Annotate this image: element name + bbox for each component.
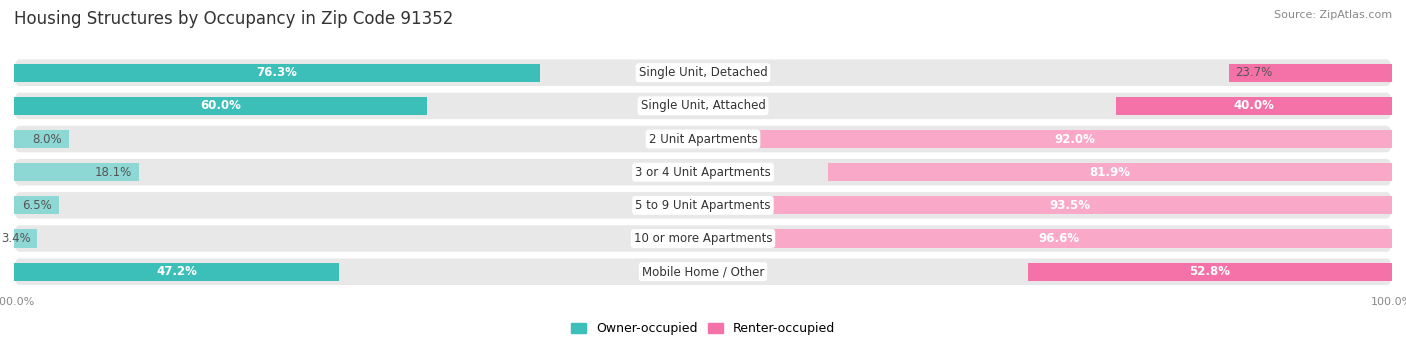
Bar [14,196,59,214]
Bar [14,97,427,115]
Legend: Owner-occupied, Renter-occupied: Owner-occupied, Renter-occupied [567,317,839,340]
Text: 40.0%: 40.0% [1233,99,1275,113]
Text: Single Unit, Attached: Single Unit, Attached [641,99,765,113]
Text: 47.2%: 47.2% [156,265,197,278]
Text: 8.0%: 8.0% [32,133,62,146]
FancyBboxPatch shape [14,59,1392,86]
FancyBboxPatch shape [14,159,1392,186]
Text: Mobile Home / Other: Mobile Home / Other [641,265,765,278]
Text: 23.7%: 23.7% [1236,66,1272,79]
Text: 2 Unit Apartments: 2 Unit Apartments [648,133,758,146]
Text: 93.5%: 93.5% [1049,199,1091,212]
Bar [14,263,339,281]
Text: 3.4%: 3.4% [1,232,31,245]
Text: 76.3%: 76.3% [256,66,297,79]
Text: 92.0%: 92.0% [1054,133,1095,146]
Bar [1229,63,1392,82]
Text: 5 to 9 Unit Apartments: 5 to 9 Unit Apartments [636,199,770,212]
Text: 96.6%: 96.6% [1039,232,1080,245]
Bar [758,130,1392,148]
Bar [14,229,38,248]
Bar [1028,263,1392,281]
Bar [828,163,1392,181]
Text: 81.9%: 81.9% [1090,166,1130,179]
Bar [14,163,139,181]
FancyBboxPatch shape [14,93,1392,119]
Bar [748,196,1392,214]
Bar [14,63,540,82]
Text: Source: ZipAtlas.com: Source: ZipAtlas.com [1274,10,1392,20]
Bar [727,229,1392,248]
Text: 18.1%: 18.1% [94,166,132,179]
Text: 3 or 4 Unit Apartments: 3 or 4 Unit Apartments [636,166,770,179]
FancyBboxPatch shape [14,126,1392,152]
Text: 6.5%: 6.5% [22,199,52,212]
Text: Housing Structures by Occupancy in Zip Code 91352: Housing Structures by Occupancy in Zip C… [14,10,453,28]
Text: Single Unit, Detached: Single Unit, Detached [638,66,768,79]
Bar [14,130,69,148]
Bar [1116,97,1392,115]
FancyBboxPatch shape [14,192,1392,219]
FancyBboxPatch shape [14,225,1392,252]
FancyBboxPatch shape [14,258,1392,285]
Text: 10 or more Apartments: 10 or more Apartments [634,232,772,245]
Text: 60.0%: 60.0% [200,99,242,113]
Text: 52.8%: 52.8% [1189,265,1230,278]
